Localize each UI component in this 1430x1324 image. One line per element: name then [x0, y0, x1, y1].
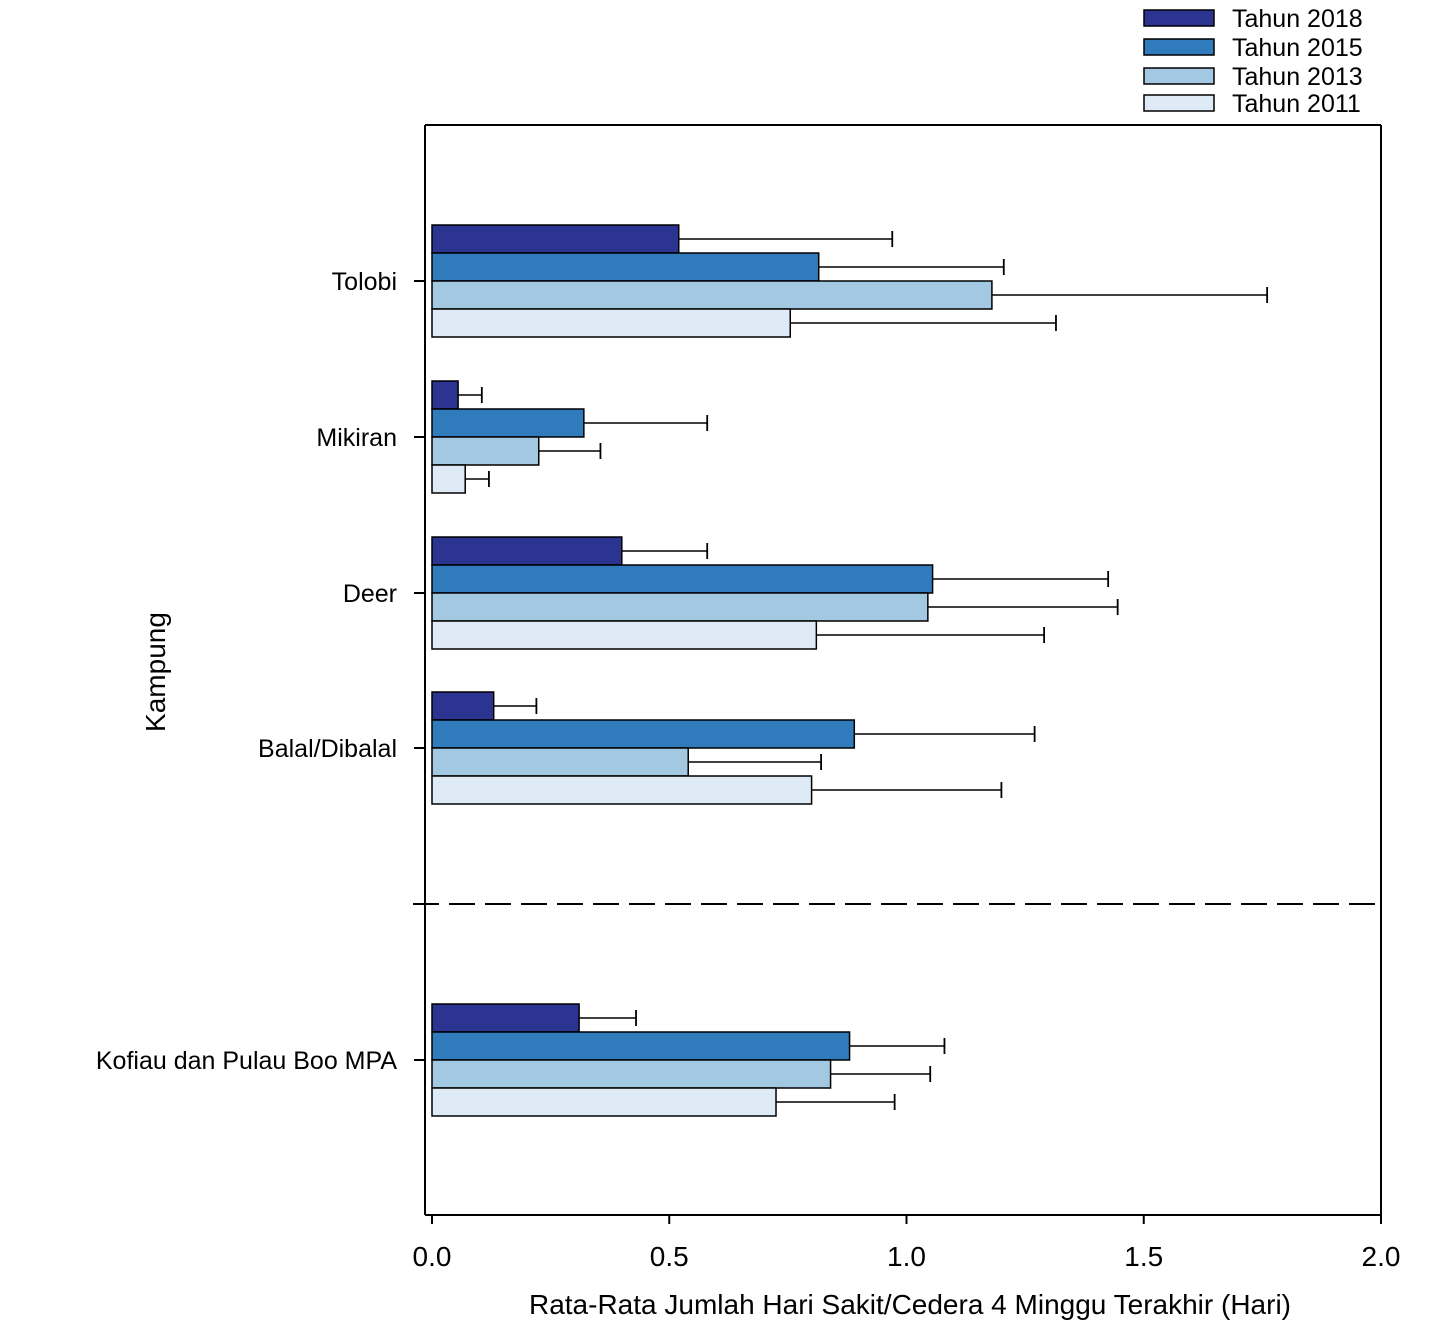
legend-swatch	[1143, 94, 1215, 112]
x-tick-label: 2.0	[1362, 1241, 1401, 1272]
category-label: Balal/Dibalal	[258, 735, 397, 763]
y-axis-title: Kampung	[140, 612, 171, 732]
bar	[431, 536, 623, 566]
legend-label: Tahun 2011	[1232, 90, 1361, 118]
x-tick-label: 0.5	[650, 1241, 689, 1272]
bar	[431, 1087, 777, 1117]
bar	[431, 380, 459, 410]
x-tick-label: 1.0	[887, 1241, 926, 1272]
x-axis-title: Rata-Rata Jumlah Hari Sakit/Cedera 4 Min…	[529, 1289, 1291, 1320]
x-tick-label: 0.0	[413, 1241, 452, 1272]
bars	[431, 224, 1269, 1117]
bar	[431, 592, 929, 622]
bar	[431, 1031, 851, 1061]
bar	[431, 775, 813, 805]
category-label: Tolobi	[332, 268, 397, 296]
bar	[431, 719, 856, 749]
legend-label: Tahun 2018	[1232, 5, 1363, 33]
bar	[431, 436, 540, 466]
legend-label: Tahun 2015	[1232, 34, 1363, 62]
bar	[431, 1059, 832, 1089]
legend-label: Tahun 2013	[1232, 63, 1363, 91]
bar	[431, 620, 818, 650]
legend-swatch	[1143, 38, 1215, 56]
bar	[431, 224, 680, 254]
bar	[431, 691, 495, 721]
axes	[413, 124, 1382, 1216]
bar	[431, 564, 934, 594]
bar	[431, 747, 689, 777]
bar	[431, 308, 791, 338]
category-label: Mikiran	[316, 424, 397, 452]
bar	[431, 464, 466, 494]
category-label: Kofiau dan Pulau Boo MPA	[96, 1047, 397, 1075]
bar	[431, 408, 585, 438]
bar	[431, 280, 993, 310]
bar	[431, 252, 820, 282]
category-label: Deer	[343, 580, 397, 608]
legend-swatch	[1143, 9, 1215, 27]
x-tick-label: 1.5	[1124, 1241, 1163, 1272]
bar	[431, 1003, 580, 1033]
legend-swatch	[1143, 67, 1215, 85]
x-ticks: 0.0 0.5 1.0 1.5 2.0	[413, 1215, 1401, 1272]
y-ticks: Tolobi Mikiran Deer Balal/Dibalal Kofiau dan…	[96, 268, 425, 1075]
